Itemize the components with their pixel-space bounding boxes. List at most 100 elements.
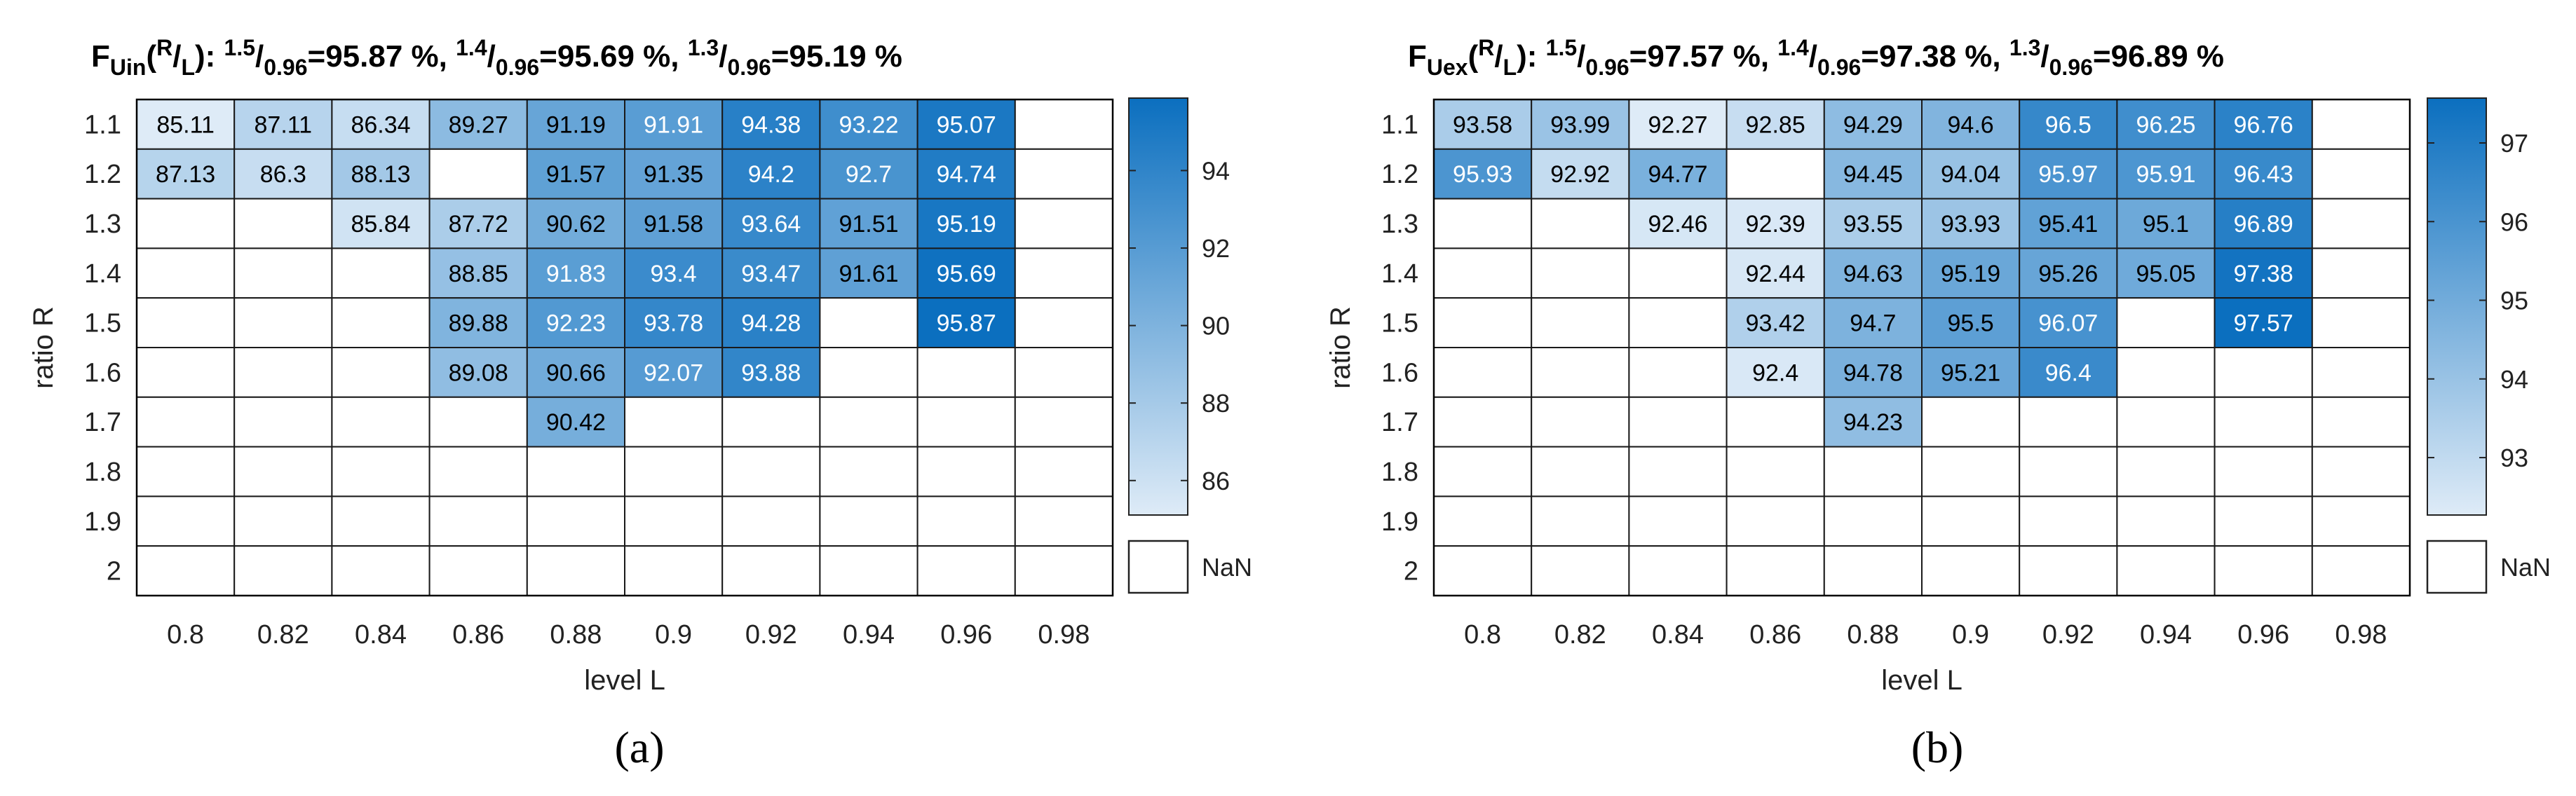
heatmap-cell-nan	[819, 396, 918, 448]
heatmap-cell-nan	[819, 347, 918, 398]
heatmap-cell	[721, 198, 821, 249]
title-separator: ):	[195, 39, 224, 74]
cell-value-label: 93.4	[651, 261, 697, 287]
title-item-value: =96.89 %	[2093, 39, 2224, 74]
nan-legend-swatch	[1127, 540, 1189, 594]
title-symbol: F	[1408, 39, 1427, 74]
heatmap-cell	[331, 198, 431, 249]
cell-value-label: 89.08	[449, 359, 508, 386]
cell-value-label: 92.27	[1648, 111, 1707, 138]
heatmap-cell-nan	[1628, 396, 1728, 448]
cell-value-label: 94.6	[1948, 111, 1994, 138]
heatmap-cell	[1726, 198, 1825, 249]
heatmap-cell-nan	[1014, 99, 1114, 150]
heatmap-cell-nan	[1531, 545, 1630, 597]
heatmap-cell-nan	[331, 446, 431, 497]
colorbar-tick-label: 86	[1202, 467, 1230, 495]
cell-value-label: 95.93	[1453, 161, 1512, 188]
cell-value-label: 93.47	[741, 261, 801, 287]
cell-value-label: 93.58	[1453, 111, 1512, 138]
x-tick-label: 0.88	[1847, 620, 1899, 650]
heatmap-cell-nan	[1726, 148, 1825, 200]
x-axis-label: level L	[584, 665, 665, 696]
cell-value-label: 93.42	[1746, 310, 1805, 337]
heatmap-cell	[2116, 247, 2216, 299]
title-item-numerator: 1.3	[688, 35, 719, 60]
cell-value-label: 96.76	[2234, 111, 2293, 138]
cell-value-label: 86.34	[351, 111, 410, 138]
heatmap-cell-nan	[136, 495, 236, 547]
title-item-slash: /	[255, 39, 264, 74]
heatmap-cell-nan	[233, 446, 333, 497]
cell-value-label: 93.88	[741, 359, 801, 386]
heatmap-cell-nan	[1726, 545, 1825, 597]
heatmap-cell-nan	[233, 297, 333, 349]
heatmap-cell-nan	[1433, 347, 1533, 398]
heatmap-cell	[1921, 347, 2021, 398]
cell-value-label: 87.13	[156, 161, 215, 188]
cell-value-label: 95.05	[2136, 261, 2195, 287]
heatmap-cell-nan	[721, 446, 821, 497]
title-paren: (	[146, 39, 156, 74]
heatmap-cell-nan	[1531, 347, 1630, 398]
y-tick-label: 2	[1404, 557, 1418, 586]
heatmap-cell-nan	[2116, 495, 2216, 547]
title-item-slash: /	[487, 39, 496, 74]
colorbar-tick-label: 92	[1202, 234, 1230, 263]
title-slash: /	[1494, 39, 1503, 74]
heatmap-cell-nan	[1433, 545, 1533, 597]
title-symbol: F	[91, 39, 110, 74]
colorbar-tick-label: 90	[1202, 312, 1230, 341]
cell-value-label: 97.57	[2234, 310, 2293, 337]
heatmap-cell-nan	[721, 495, 821, 547]
cell-value-label: 90.42	[546, 409, 606, 436]
cell-value-label: 87.11	[255, 111, 313, 138]
heatmap-cell-nan	[1531, 247, 1630, 299]
cell-value-label: 95.41	[2038, 211, 2098, 238]
title-item-value: =95.69 %,	[539, 39, 688, 74]
heatmap-frame	[135, 98, 1114, 597]
heatmap-cell-nan	[526, 545, 625, 597]
heatmap-cell	[721, 247, 821, 299]
title-item-value: =95.19 %	[771, 39, 902, 74]
heatmap-cell-nan	[1921, 495, 2021, 547]
x-tick-label: 0.8	[1464, 620, 1501, 650]
heatmap-cell	[136, 99, 236, 150]
heatmap-cell-nan	[819, 545, 918, 597]
title-separator: ):	[1517, 39, 1546, 74]
heatmap-panel-a: FUin(R/L): 1.5/0.96=95.87 %, 1.4/0.96=95…	[28, 35, 1252, 772]
heatmap-cell-nan	[916, 396, 1016, 448]
title-item-denominator: 0.96	[264, 55, 307, 80]
colorbar-tick-label: 94	[1202, 156, 1230, 185]
colorbar-tick-label: 95	[2500, 287, 2528, 315]
y-axis-label: ratio R	[1325, 306, 1356, 389]
heatmap-cell-nan	[1726, 396, 1825, 448]
cell-value-label: 92.4	[1752, 359, 1798, 386]
heatmap-cell-nan	[331, 347, 431, 398]
heatmap-cell-nan	[136, 247, 236, 299]
x-tick-label: 0.8	[167, 620, 204, 650]
colorbar	[2427, 97, 2487, 516]
title-item-value: =97.38 %,	[1861, 39, 2009, 74]
title-item-numerator: 1.5	[224, 35, 255, 60]
title-item-denominator: 0.96	[1817, 55, 1861, 80]
title-ratio-superscript: R	[1478, 35, 1494, 60]
heatmap-cell	[1531, 148, 1630, 200]
heatmap-cell	[2116, 99, 2216, 150]
colorbar-tick-label: 88	[1202, 389, 1230, 418]
title-symbol-subscript: Uin	[110, 55, 147, 80]
cell-value-label: 95.07	[937, 111, 996, 138]
x-tick-label: 0.94	[843, 620, 895, 650]
heatmap-cell-nan	[331, 396, 431, 448]
cell-value-label: 89.88	[449, 310, 508, 337]
title-item-numerator: 1.3	[2009, 35, 2040, 60]
heatmap-cell-nan	[2116, 297, 2216, 349]
heatmap-cell-nan	[1628, 347, 1728, 398]
cell-value-label: 87.72	[449, 211, 508, 238]
cell-value-label: 92.39	[1746, 211, 1805, 238]
heatmap-cell	[624, 148, 724, 200]
panel-caption: (a)	[614, 722, 664, 772]
y-tick-label: 1.8	[84, 458, 121, 487]
heatmap-cell-nan	[624, 446, 724, 497]
cell-value-label: 93.99	[1550, 111, 1610, 138]
